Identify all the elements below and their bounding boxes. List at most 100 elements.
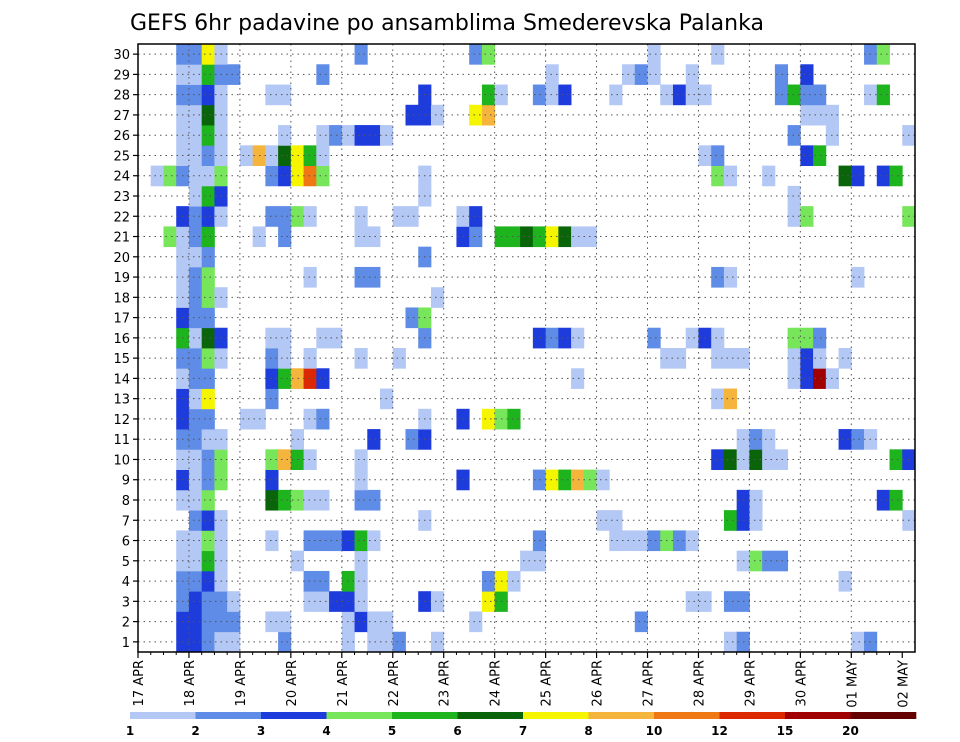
x-axis-ticks: 17 APR 18 APR 19 APR 20 APR 21 APR 22 APR 23 A… xyxy=(132,652,911,708)
heatmap-cell xyxy=(685,64,699,85)
y-tick-label: 22 xyxy=(113,210,130,225)
heatmap-cell xyxy=(316,570,330,592)
heatmap-cell xyxy=(316,489,330,511)
heatmap-cell xyxy=(201,429,215,450)
heatmap-cell xyxy=(532,327,547,349)
y-tick-label: 2 xyxy=(122,616,130,631)
heatmap-cell xyxy=(188,429,203,450)
heatmap-cell xyxy=(265,611,279,633)
heatmap-cell xyxy=(201,206,215,227)
y-tick-label: 1 xyxy=(122,636,130,651)
heatmap-cell xyxy=(723,510,738,531)
heatmap-cell xyxy=(749,550,763,572)
heatmap-cell xyxy=(201,591,215,612)
heatmap-cell xyxy=(876,44,890,65)
y-tick-label: 11 xyxy=(113,433,130,448)
heatmap-cell xyxy=(316,368,330,389)
colorbar-label: 6 xyxy=(453,724,461,738)
heatmap-cell xyxy=(303,206,317,227)
heatmap-cell xyxy=(634,530,648,552)
heatmap-cell xyxy=(354,570,368,592)
heatmap-cell xyxy=(889,489,903,511)
heatmap-cell xyxy=(469,44,483,65)
heatmap-cell xyxy=(647,64,661,85)
heatmap-cell xyxy=(188,287,203,308)
heatmap-cell xyxy=(469,104,483,126)
heatmap-cell xyxy=(227,64,241,85)
heatmap-cell xyxy=(188,327,203,349)
colorbar-label: 2 xyxy=(191,724,199,738)
heatmap-cell xyxy=(558,469,572,491)
heatmap-cell xyxy=(876,84,890,106)
heatmap-cell xyxy=(188,307,203,329)
colorbar-swatch xyxy=(523,712,589,719)
heatmap-cell xyxy=(723,266,738,288)
heatmap-cell xyxy=(303,165,317,187)
y-tick-label: 14 xyxy=(113,372,130,387)
heatmap-cell xyxy=(227,611,241,633)
x-tick-label: 28 APR xyxy=(692,660,707,706)
heatmap-cell xyxy=(316,165,330,187)
heatmap-cell xyxy=(647,44,661,65)
y-tick-label: 30 xyxy=(113,48,130,63)
y-tick-label: 3 xyxy=(122,595,130,610)
y-tick-label: 12 xyxy=(113,413,130,428)
heatmap-cell xyxy=(354,266,368,288)
x-tick-label: 27 APR xyxy=(642,660,657,706)
heatmap-cells xyxy=(150,44,916,653)
heatmap-cell xyxy=(290,145,304,166)
heatmap-cell xyxy=(813,145,827,166)
heatmap-cell xyxy=(481,44,496,65)
heatmap-cell xyxy=(201,469,215,491)
heatmap-cell xyxy=(278,206,292,227)
heatmap-cell xyxy=(392,631,406,653)
y-tick-label: 17 xyxy=(113,312,130,327)
heatmap-cell xyxy=(723,388,738,410)
heatmap-cell xyxy=(532,530,547,552)
heatmap-cell xyxy=(774,64,789,85)
y-tick-label: 7 xyxy=(122,514,130,529)
colorbar-swatch xyxy=(392,712,458,719)
heatmap-cell xyxy=(558,84,572,106)
colorbar-swatch xyxy=(850,712,917,719)
heatmap-cell xyxy=(481,104,496,126)
x-tick-label: 19 APR xyxy=(234,660,249,706)
heatmap-cell xyxy=(354,611,368,633)
y-tick-label: 23 xyxy=(113,190,130,205)
heatmap-cell xyxy=(188,489,203,511)
heatmap-cell xyxy=(303,408,317,430)
heatmap-cell xyxy=(201,388,215,410)
y-tick-label: 28 xyxy=(113,89,130,104)
x-tick-label: 21 APR xyxy=(336,660,351,706)
heatmap-cell xyxy=(227,591,241,612)
heatmap-cell xyxy=(201,266,215,288)
heatmap-cell xyxy=(265,348,279,369)
heatmap-cell xyxy=(545,469,559,491)
heatmap-cell xyxy=(723,631,738,653)
heatmap-cell xyxy=(405,206,419,227)
heatmap-cell xyxy=(201,185,215,207)
chart-title: GEFS 6hr padavine po ansamblima Smederev… xyxy=(130,11,764,36)
heatmap-cell xyxy=(762,165,776,187)
heatmap-cell xyxy=(188,104,203,126)
heatmap-cell xyxy=(278,145,292,166)
heatmap-cell xyxy=(201,530,215,552)
y-tick-label: 6 xyxy=(122,535,130,550)
heatmap-cell xyxy=(188,530,203,552)
heatmap-cell xyxy=(265,165,279,187)
colorbar-swatch xyxy=(195,712,262,719)
heatmap-cell xyxy=(316,591,330,612)
heatmap-cell xyxy=(303,530,317,552)
heatmap-cell xyxy=(545,84,559,106)
heatmap-cell xyxy=(265,84,279,106)
heatmap-cell xyxy=(201,44,215,65)
heatmap-cell xyxy=(430,631,445,653)
heatmap-cell xyxy=(188,226,203,248)
heatmap-cell xyxy=(201,246,215,268)
y-tick-label: 21 xyxy=(113,231,130,246)
y-tick-label: 29 xyxy=(113,68,130,83)
colorbar-label: 20 xyxy=(842,724,859,738)
heatmap-cell xyxy=(354,469,368,491)
heatmap-cell xyxy=(367,125,381,146)
y-tick-label: 5 xyxy=(122,555,130,570)
